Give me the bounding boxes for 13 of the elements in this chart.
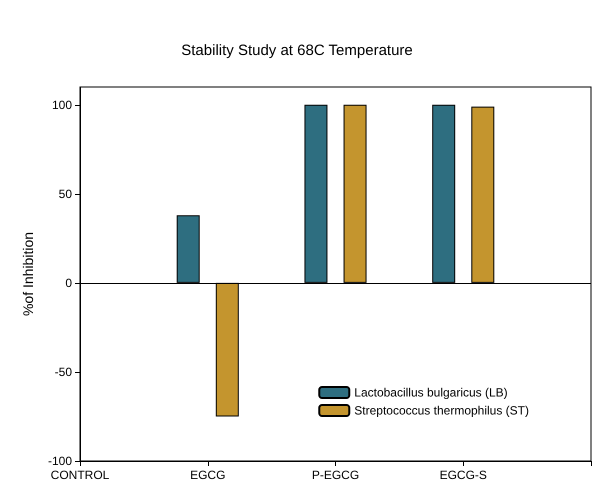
- y-axis-title: %of Inhibition: [20, 232, 36, 316]
- y-tick-label: 50: [58, 186, 72, 201]
- x-tick-label: EGCG-S: [440, 468, 487, 482]
- legend-label: Lactobacillus bulgaricus (LB): [354, 386, 508, 400]
- y-tick-label: -50: [54, 364, 72, 379]
- chart-title: Stability Study at 68C Temperature: [181, 42, 413, 59]
- x-tick-label: CONTROL: [50, 468, 110, 482]
- x-tick-label: P-EGCG: [312, 468, 360, 482]
- x-tick-label: EGCG: [190, 468, 226, 482]
- legend-label: Streptococcus thermophilus (ST): [354, 404, 530, 418]
- y-tick-label: 0: [65, 276, 72, 290]
- y-tick-label: -100: [48, 454, 72, 468]
- y-tick-label: 100: [52, 98, 72, 112]
